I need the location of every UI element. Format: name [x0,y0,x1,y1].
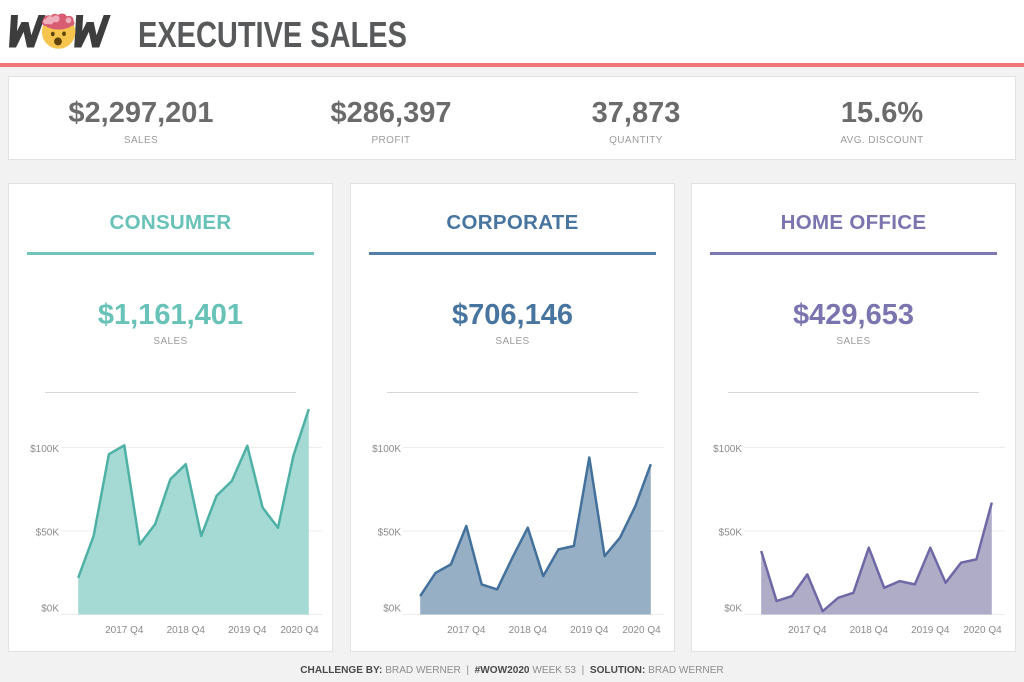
svg-text:$100K: $100K [30,444,59,455]
svg-text:2018 Q4: 2018 Q4 [850,625,889,636]
svg-text:$100K: $100K [372,444,401,455]
svg-text:$50K: $50K [36,528,60,539]
svg-text:$100K: $100K [713,444,742,455]
svg-text:2020 Q4: 2020 Q4 [622,625,661,636]
svg-text:$50K: $50K [719,528,743,539]
svg-text:2020 Q4: 2020 Q4 [280,625,319,636]
svg-text:2018 Q4: 2018 Q4 [509,625,548,636]
svg-text:2017 Q4: 2017 Q4 [105,625,144,636]
svg-text:$0K: $0K [724,604,742,615]
svg-text:2019 Q4: 2019 Q4 [570,625,609,636]
svg-text:2019 Q4: 2019 Q4 [228,625,267,636]
svg-text:$0K: $0K [41,604,59,615]
svg-text:2017 Q4: 2017 Q4 [447,625,486,636]
svg-text:2018 Q4: 2018 Q4 [167,625,206,636]
svg-text:2019 Q4: 2019 Q4 [911,625,950,636]
svg-text:$0K: $0K [383,604,401,615]
svg-text:2017 Q4: 2017 Q4 [788,625,827,636]
svg-text:$50K: $50K [378,528,402,539]
svg-text:2020 Q4: 2020 Q4 [963,625,1002,636]
